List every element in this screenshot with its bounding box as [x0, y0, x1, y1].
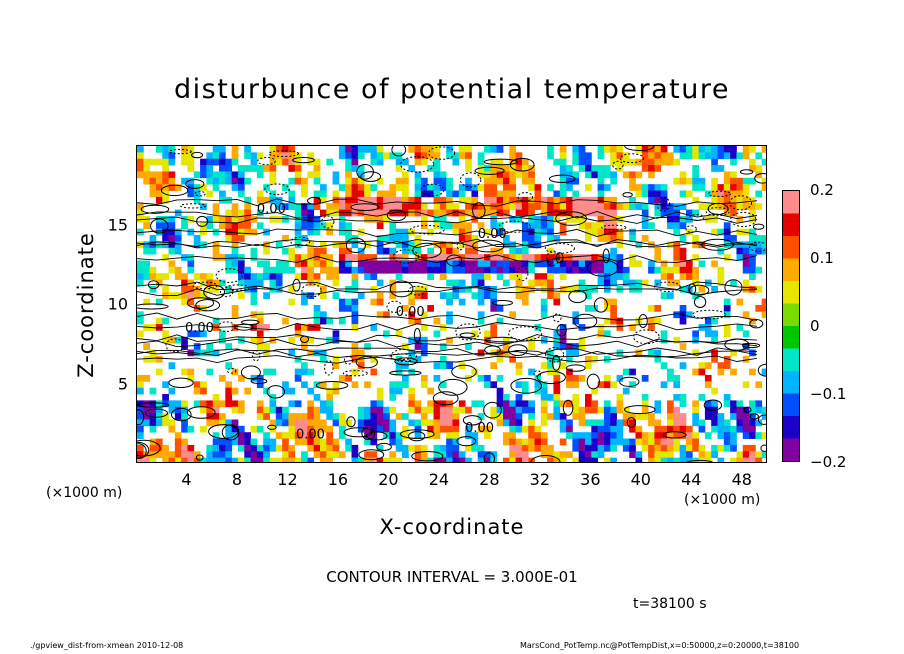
- x-tick-label: 32: [529, 470, 551, 489]
- x-unit-label-left: (×1000 m): [46, 485, 123, 501]
- x-tick-label: 20: [378, 470, 399, 489]
- colorbar-tick-label: −0.2: [810, 453, 847, 471]
- x-tick-label: 36: [580, 470, 601, 489]
- contour-label: 0.00: [478, 227, 507, 242]
- x-tick-label: 24: [428, 470, 450, 489]
- footer-left-text: ./gpview_dist-from-xmean 2010-12-08: [30, 641, 184, 650]
- x-tick-label: 4: [181, 470, 192, 489]
- chart-title: disturbunce of potential temperature: [174, 74, 730, 105]
- contour-label: 0.00: [465, 421, 494, 436]
- x-tick-label: 40: [630, 470, 651, 489]
- colorbar-tick-label: 0.2: [810, 181, 834, 199]
- colorbar: [782, 190, 800, 462]
- colorbar-tick-label: 0.1: [810, 249, 834, 267]
- footer-right-text: MarsCond_PotTemp.nc@PotTempDist,x=0:5000…: [520, 641, 800, 650]
- x-tick-label: 28: [479, 470, 500, 489]
- contour-label: 0.00: [296, 428, 325, 443]
- time-label: t=38100 s: [633, 596, 707, 612]
- y-tick-label: 10: [107, 294, 128, 314]
- y-tick-label: 15: [107, 215, 128, 234]
- x-tick-label: 12: [277, 470, 298, 489]
- y-axis-label: Z-coordinate: [74, 232, 98, 378]
- contour-label: 0.00: [396, 305, 425, 320]
- heatmap-field: 0.00 0.00 0.00 0.00 0.00 0.00: [137, 146, 766, 462]
- x-tick-label: 8: [231, 470, 243, 489]
- contour-lines: [137, 146, 766, 462]
- contour-interval-text: CONTOUR INTERVAL = 3.000E-01: [326, 568, 578, 586]
- x-unit-label-right: (×1000 m): [684, 492, 761, 508]
- plot-area: 0.00 0.00 0.00 0.00 0.00 0.00: [136, 145, 767, 463]
- x-axis-label: X-coordinate: [379, 515, 525, 539]
- x-tick-label: 48: [731, 470, 752, 489]
- colorbar-tick-label: 0: [810, 317, 820, 335]
- heatmap-cells: [137, 146, 766, 462]
- contour-label: 0.00: [185, 321, 214, 336]
- colorbar-tick-label: −0.1: [810, 385, 847, 403]
- y-tick-label: 5: [117, 374, 128, 393]
- x-tick-label: 16: [327, 470, 349, 489]
- x-tick-label: 44: [681, 470, 702, 489]
- contour-label: 0.00: [257, 202, 286, 217]
